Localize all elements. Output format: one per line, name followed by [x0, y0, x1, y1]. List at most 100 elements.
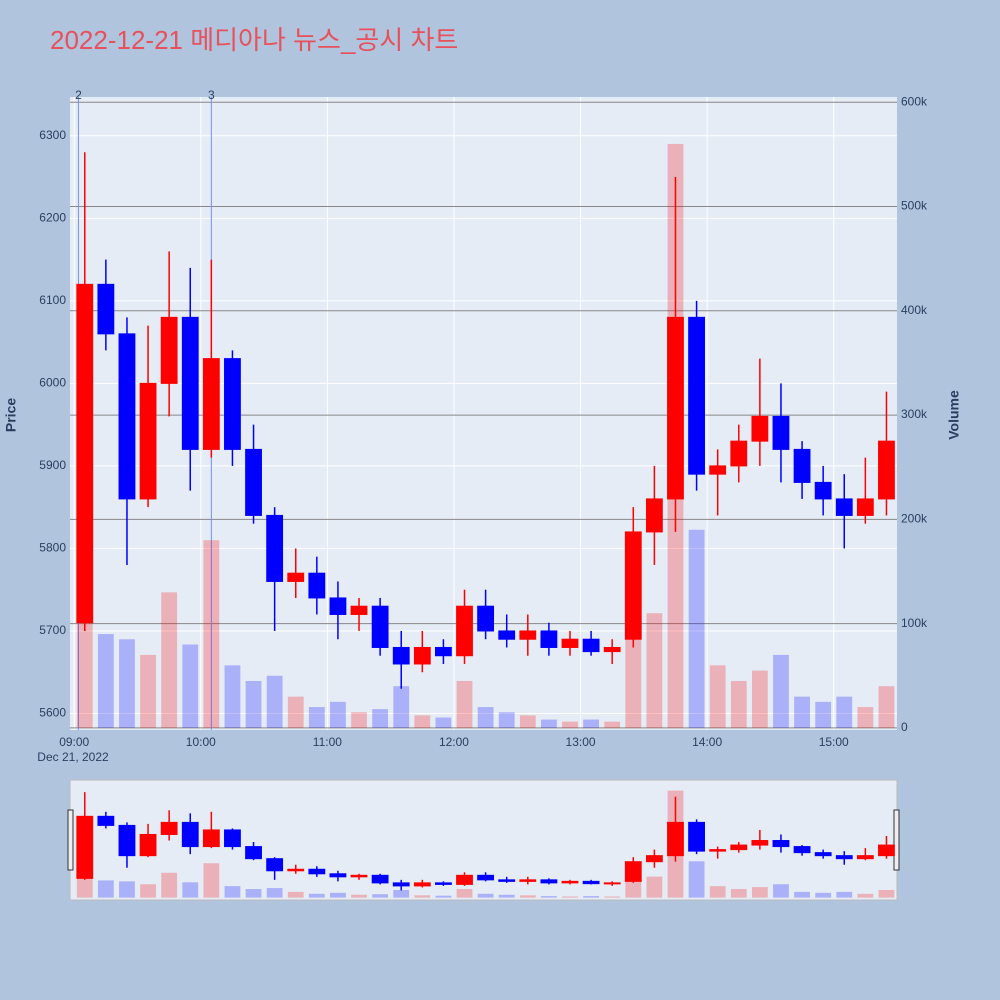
- mini-candle-body: [751, 840, 769, 846]
- mini-volume-bar: [203, 863, 220, 898]
- mini-volume-bar: [393, 889, 410, 898]
- x-tick-label: 11:00: [313, 735, 342, 749]
- x-tick-label: 09:00: [59, 735, 89, 749]
- y2-tick-label: 400k: [901, 303, 928, 317]
- mini-candle-body: [308, 868, 326, 875]
- mini-candle-body: [160, 821, 178, 835]
- y-axis-label: Price: [3, 398, 19, 432]
- mini-volume-bar: [646, 876, 663, 898]
- candle-body: [645, 498, 663, 533]
- y-tick-label: 5600: [39, 706, 66, 720]
- mini-volume-bar: [794, 891, 810, 898]
- mini-candle-body: [730, 844, 748, 851]
- volume-bar: [330, 701, 346, 728]
- mini-volume-bar: [773, 884, 789, 898]
- candle-body: [139, 382, 157, 500]
- mini-volume-bar: [161, 872, 178, 898]
- annotation-text: 2: [75, 88, 82, 102]
- chart-title: 2022-12-21 메디아나 뉴스_공시 차트: [50, 25, 458, 55]
- mini-candle-body: [603, 882, 621, 885]
- mini-candle-body: [772, 840, 790, 848]
- mini-volume-bar: [182, 882, 199, 898]
- volume-bar: [393, 686, 410, 728]
- volume-bar: [308, 707, 325, 728]
- mini-candle-body: [224, 829, 241, 848]
- mini-volume-bar: [751, 887, 768, 898]
- y2-tick-label: 600k: [901, 94, 928, 108]
- volume-bar: [646, 613, 663, 728]
- volume-bar: [245, 680, 262, 728]
- volume-bar: [414, 715, 431, 728]
- mini-volume-bar: [456, 889, 473, 898]
- candle-body: [603, 646, 621, 653]
- y-tick-label: 6100: [39, 293, 66, 307]
- mini-candle-body: [76, 815, 94, 879]
- mini-candle-body: [477, 874, 495, 881]
- mini-candle-body: [371, 874, 389, 884]
- mini-candle-body: [709, 849, 727, 852]
- mini-candle-body: [97, 815, 115, 826]
- mini-volume-bar: [709, 886, 726, 898]
- candle-body: [392, 646, 410, 665]
- mini-candle-body: [645, 855, 663, 863]
- volume-bar: [815, 701, 832, 728]
- volume-bar: [773, 654, 789, 728]
- y-tick-label: 6200: [39, 210, 66, 224]
- mini-candle-body: [266, 858, 284, 872]
- candle-body: [878, 440, 895, 500]
- volume-bar: [119, 639, 135, 728]
- mini-candle-body: [856, 855, 874, 860]
- mini-candle-body: [350, 874, 368, 878]
- mini-candle-body: [814, 852, 832, 857]
- candle-body: [308, 572, 326, 599]
- volume-bar: [97, 634, 114, 728]
- volume-bar: [730, 680, 747, 728]
- candle-body: [160, 316, 178, 384]
- candle-body: [477, 605, 495, 632]
- volume-bar: [709, 665, 726, 728]
- mini-candle-body: [202, 829, 220, 848]
- mini-volume-bar: [287, 891, 304, 898]
- mini-volume-bar: [688, 861, 705, 898]
- mini-volume-bar: [815, 892, 832, 898]
- candle-body: [435, 646, 452, 657]
- volume-bar: [604, 721, 621, 728]
- candle-body: [350, 605, 368, 615]
- mini-candle-body: [139, 833, 157, 857]
- x-tick-label: 10:00: [186, 735, 216, 749]
- volume-bar: [562, 721, 578, 728]
- candle-body: [751, 415, 769, 442]
- volume-bar: [435, 717, 452, 728]
- volume-bar: [857, 707, 874, 728]
- candle-body: [814, 481, 832, 500]
- mini-volume-bar: [498, 894, 515, 898]
- candle-body: [856, 498, 874, 516]
- mini-candle-body: [519, 879, 537, 882]
- mini-candle-body: [435, 882, 452, 885]
- volume-bar: [688, 529, 705, 728]
- candle-body: [519, 630, 537, 640]
- mini-volume-bar: [878, 889, 895, 898]
- mini-candle-body: [878, 844, 895, 857]
- mini-candle-body: [456, 874, 473, 885]
- x-tick-label: 15:00: [819, 735, 849, 749]
- mini-volume-bar: [604, 896, 621, 898]
- mini-volume-bar: [730, 889, 747, 898]
- candle-body: [793, 448, 811, 483]
- volume-bar: [540, 719, 557, 728]
- candle-body: [667, 316, 684, 500]
- x-tick-label: 12:00: [439, 735, 469, 749]
- range-handle[interactable]: [893, 809, 900, 871]
- mini-candle-body: [181, 821, 199, 848]
- annotation-text: 3: [208, 88, 215, 102]
- volume-bar: [519, 715, 536, 728]
- candle-body: [582, 638, 600, 653]
- mini-candle-body: [287, 868, 305, 872]
- mini-candle-body: [118, 824, 136, 857]
- mini-candle-body: [392, 882, 410, 887]
- mini-volume-bar: [519, 895, 536, 898]
- range-handle[interactable]: [67, 809, 74, 871]
- candle-body: [561, 638, 579, 648]
- y2-tick-label: 200k: [901, 512, 928, 526]
